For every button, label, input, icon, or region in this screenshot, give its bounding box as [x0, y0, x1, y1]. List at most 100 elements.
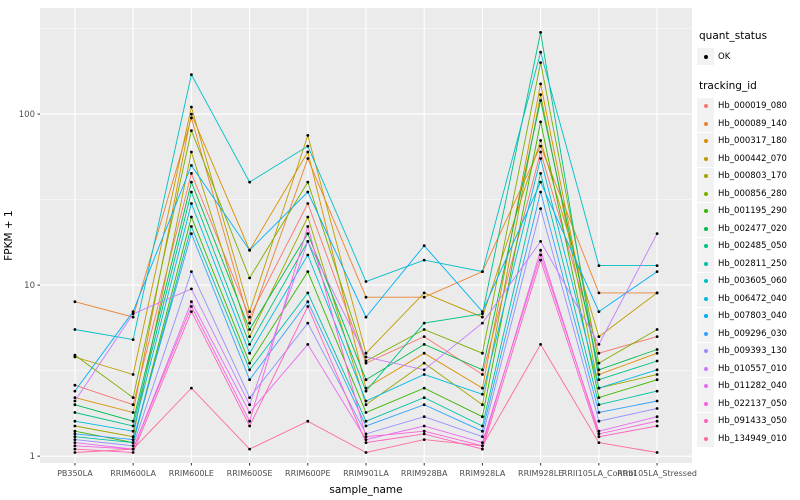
legend-item-label: Hb_009296_030: [718, 328, 787, 339]
legend-point-icon: [703, 156, 708, 161]
legend-quant-status-items: OK: [697, 48, 800, 66]
data-point: [306, 419, 310, 423]
data-point: [422, 343, 426, 346]
data-point: [655, 368, 659, 372]
data-point: [655, 264, 659, 267]
x-tick-label: RRIM600LE: [169, 469, 214, 478]
data-point: [597, 351, 601, 355]
data-point: [539, 253, 542, 257]
data-point: [190, 270, 193, 273]
data-point: [306, 300, 310, 304]
data-point: [73, 429, 77, 433]
data-point: [248, 361, 252, 365]
data-point: [655, 378, 659, 382]
data-point: [248, 447, 252, 451]
legend-point-icon: [703, 226, 708, 231]
data-point: [539, 144, 542, 148]
legend-key: [697, 290, 714, 308]
data-point: [364, 451, 368, 454]
legend-item-tracking-id: Hb_009296_030: [697, 325, 800, 343]
legend-item-tracking-id: Hb_134949_010: [697, 430, 800, 448]
y-tick-label: 1: [30, 452, 35, 462]
data-point: [248, 321, 252, 325]
data-point: [422, 335, 426, 338]
legend-point-icon: [703, 139, 708, 144]
data-point: [73, 389, 77, 393]
data-point: [655, 424, 659, 428]
data-point: [481, 351, 484, 355]
data-point: [539, 82, 542, 86]
data-point: [364, 403, 368, 407]
data-point: [73, 451, 77, 454]
data-point: [73, 411, 77, 414]
data-point: [597, 378, 601, 382]
legend-point-icon: [703, 384, 708, 389]
data-point: [597, 429, 601, 433]
data-point: [131, 315, 135, 319]
legend-item-label: Hb_091433_050: [718, 416, 787, 427]
data-point: [539, 93, 542, 96]
data-point: [131, 451, 135, 454]
data-point: [131, 447, 135, 451]
data-point: [248, 248, 252, 252]
data-point: [597, 403, 601, 407]
legend-key: [697, 255, 714, 273]
data-point: [655, 419, 659, 423]
data-point: [73, 396, 77, 399]
data-point: [481, 312, 484, 316]
data-point: [481, 373, 484, 376]
data-point: [131, 396, 135, 399]
data-point: [190, 73, 193, 76]
data-point: [364, 441, 368, 444]
data-point: [597, 435, 601, 439]
data-point: [539, 190, 542, 194]
data-point: [481, 310, 484, 313]
data-point: [131, 429, 135, 433]
data-point: [422, 373, 426, 376]
y-axis-title: FPKM + 1: [3, 210, 15, 260]
data-point: [539, 207, 542, 211]
data-point: [131, 424, 135, 428]
legend-item-tracking-id: Hb_007803_040: [697, 307, 800, 326]
data-point: [481, 403, 484, 407]
legend-item-tracking-id: Hb_000856_280: [697, 185, 800, 203]
legend-item-tracking-id: Hb_010557_010: [697, 360, 800, 378]
legend-key: [697, 272, 714, 290]
legend-point-icon: [703, 279, 708, 284]
data-point: [306, 190, 310, 194]
legend-item-label: Hb_000317_180: [718, 136, 787, 147]
data-point: [481, 321, 484, 325]
data-point: [422, 424, 426, 428]
data-point: [364, 411, 368, 414]
legend-item-label: Hb_002811_250: [718, 258, 787, 269]
data-point: [131, 312, 135, 316]
data-point: [364, 361, 368, 365]
data-point: [539, 139, 542, 142]
data-point: [73, 447, 77, 451]
line-chart: 1 10 100 PB350LA RRIM600LA RRIM600LE RRIM600SE…: [3, 8, 697, 496]
legend-title-tracking-id: tracking_id: [699, 79, 757, 92]
legend-item-tracking-id: Hb_000317_180: [697, 132, 800, 151]
data-point: [597, 396, 601, 399]
data-point: [306, 232, 310, 236]
data-point: [364, 419, 368, 423]
data-point: [364, 438, 368, 441]
legend-item-label: Hb_000856_280: [718, 188, 787, 199]
data-point: [131, 444, 135, 448]
data-point: [73, 353, 77, 357]
data-point: [539, 172, 542, 175]
data-point: [190, 172, 193, 175]
data-point: [306, 240, 310, 243]
x-tick-label: RRIM901LA: [343, 469, 389, 478]
data-point: [248, 351, 252, 355]
data-point: [248, 378, 252, 382]
data-point: [131, 441, 135, 444]
data-point: [248, 424, 252, 428]
legend-item-tracking-id: Hb_091433_050: [697, 412, 800, 431]
legend-item-label: Hb_011282_040: [718, 381, 787, 392]
data-point: [422, 258, 426, 262]
data-point: [655, 335, 659, 338]
data-point: [539, 31, 542, 34]
data-point: [364, 386, 368, 390]
